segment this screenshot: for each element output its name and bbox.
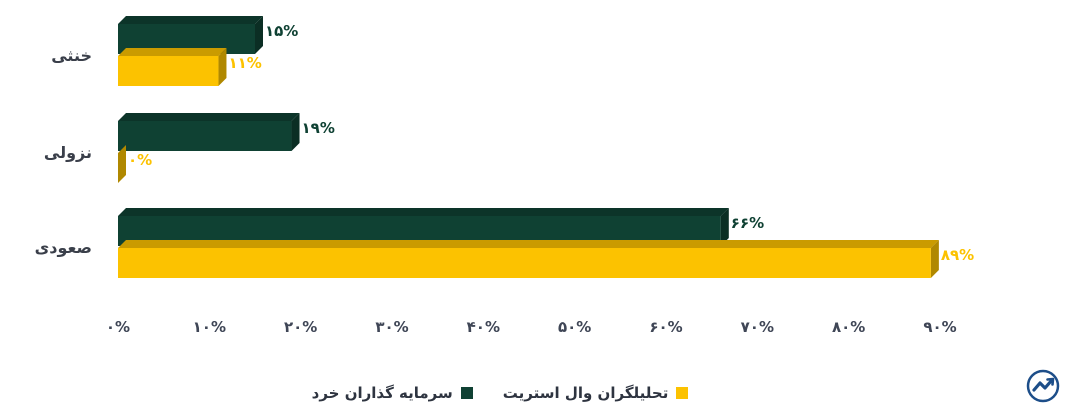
bar-side-face-wallstreet xyxy=(930,240,939,278)
x-tick-label: ۷۰% xyxy=(741,318,774,336)
x-tick-label: ۰% xyxy=(106,318,130,336)
bar-top-face-retail xyxy=(118,208,729,216)
bar-side-face-wallstreet xyxy=(118,145,126,183)
data-label-wallstreet: ۰% xyxy=(128,151,152,169)
data-label-wallstreet: ۱۱% xyxy=(228,54,261,72)
x-tick-label: ۲۰% xyxy=(284,318,317,336)
legend-swatch-wall-street xyxy=(676,387,689,399)
legend-label-retail-investors: سرمایه گذاران خرد xyxy=(311,384,453,402)
bar-top-face-retail xyxy=(118,16,263,24)
data-label-retail: ۱۹% xyxy=(302,119,335,137)
x-tick-label: ۶۰% xyxy=(649,318,682,336)
legend-label-wall-street: تحلیلگران وال استریت xyxy=(502,384,669,402)
x-tick-label: ۱۰% xyxy=(193,318,226,336)
bar-wallstreet xyxy=(118,56,219,86)
bar-top-face-wallstreet xyxy=(118,240,939,248)
category-label: صعودی xyxy=(35,238,92,257)
x-tick-label: ۴۰% xyxy=(467,318,500,336)
data-label-retail: ۶۶% xyxy=(731,214,764,232)
bar-top-face-wallstreet xyxy=(118,48,227,56)
bar-retail xyxy=(118,121,292,151)
bar-top-face-retail xyxy=(118,113,300,121)
data-label-wallstreet: ۸۹% xyxy=(941,246,974,264)
legend-swatch-retail-investors xyxy=(460,387,473,399)
bar-side-face-retail xyxy=(255,16,263,54)
category-label: نزولی xyxy=(44,143,92,162)
bar-wallstreet xyxy=(118,248,931,278)
bar-side-face-retail xyxy=(291,113,300,151)
bar-side-face-retail xyxy=(720,208,729,246)
x-tick-label: ۳۰% xyxy=(375,318,408,336)
chart-legend: تحلیلگران وال استریت سرمایه گذاران خرد xyxy=(0,384,1000,402)
x-tick-label: ۹۰% xyxy=(923,318,956,336)
legend-item-wall-street: تحلیلگران وال استریت xyxy=(503,384,689,402)
x-tick-label: ۵۰% xyxy=(558,318,591,336)
data-label-retail: ۱۵% xyxy=(265,22,298,40)
trend-arrow-logo-icon xyxy=(1026,369,1060,403)
bar-side-face-wallstreet xyxy=(218,48,227,86)
category-label: خنثی xyxy=(51,46,92,65)
legend-item-retail-investors: سرمایه گذاران خرد xyxy=(312,384,473,402)
x-tick-label: ۸۰% xyxy=(832,318,865,336)
